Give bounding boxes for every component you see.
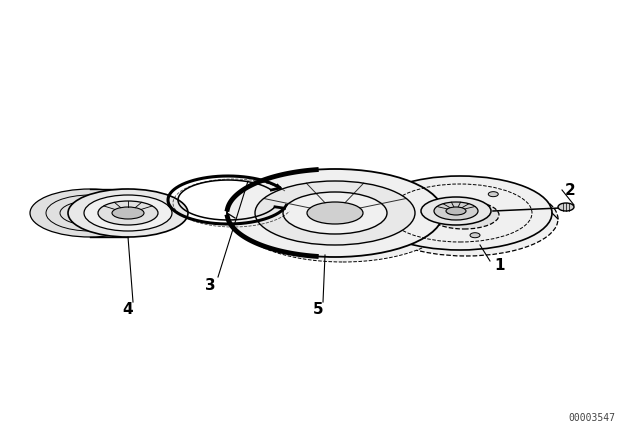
Text: 3: 3 xyxy=(205,277,215,293)
Text: 00003547: 00003547 xyxy=(568,413,616,423)
Ellipse shape xyxy=(558,203,574,211)
Text: 4: 4 xyxy=(123,302,133,318)
Text: 2: 2 xyxy=(564,182,575,198)
Ellipse shape xyxy=(398,207,408,211)
Ellipse shape xyxy=(30,189,150,237)
Ellipse shape xyxy=(429,201,499,229)
Ellipse shape xyxy=(112,207,144,219)
Text: 1: 1 xyxy=(495,258,505,273)
Ellipse shape xyxy=(421,197,491,225)
Ellipse shape xyxy=(371,208,381,214)
Ellipse shape xyxy=(488,192,499,197)
Ellipse shape xyxy=(374,182,558,256)
Ellipse shape xyxy=(68,189,188,237)
Ellipse shape xyxy=(98,201,158,225)
Ellipse shape xyxy=(255,181,415,245)
Ellipse shape xyxy=(235,174,451,262)
Ellipse shape xyxy=(368,176,552,250)
Ellipse shape xyxy=(434,202,478,220)
Text: 5: 5 xyxy=(313,302,323,318)
Ellipse shape xyxy=(227,169,443,257)
Ellipse shape xyxy=(470,233,480,238)
Ellipse shape xyxy=(446,207,466,215)
Ellipse shape xyxy=(283,192,387,234)
Ellipse shape xyxy=(84,195,172,231)
Ellipse shape xyxy=(307,202,363,224)
